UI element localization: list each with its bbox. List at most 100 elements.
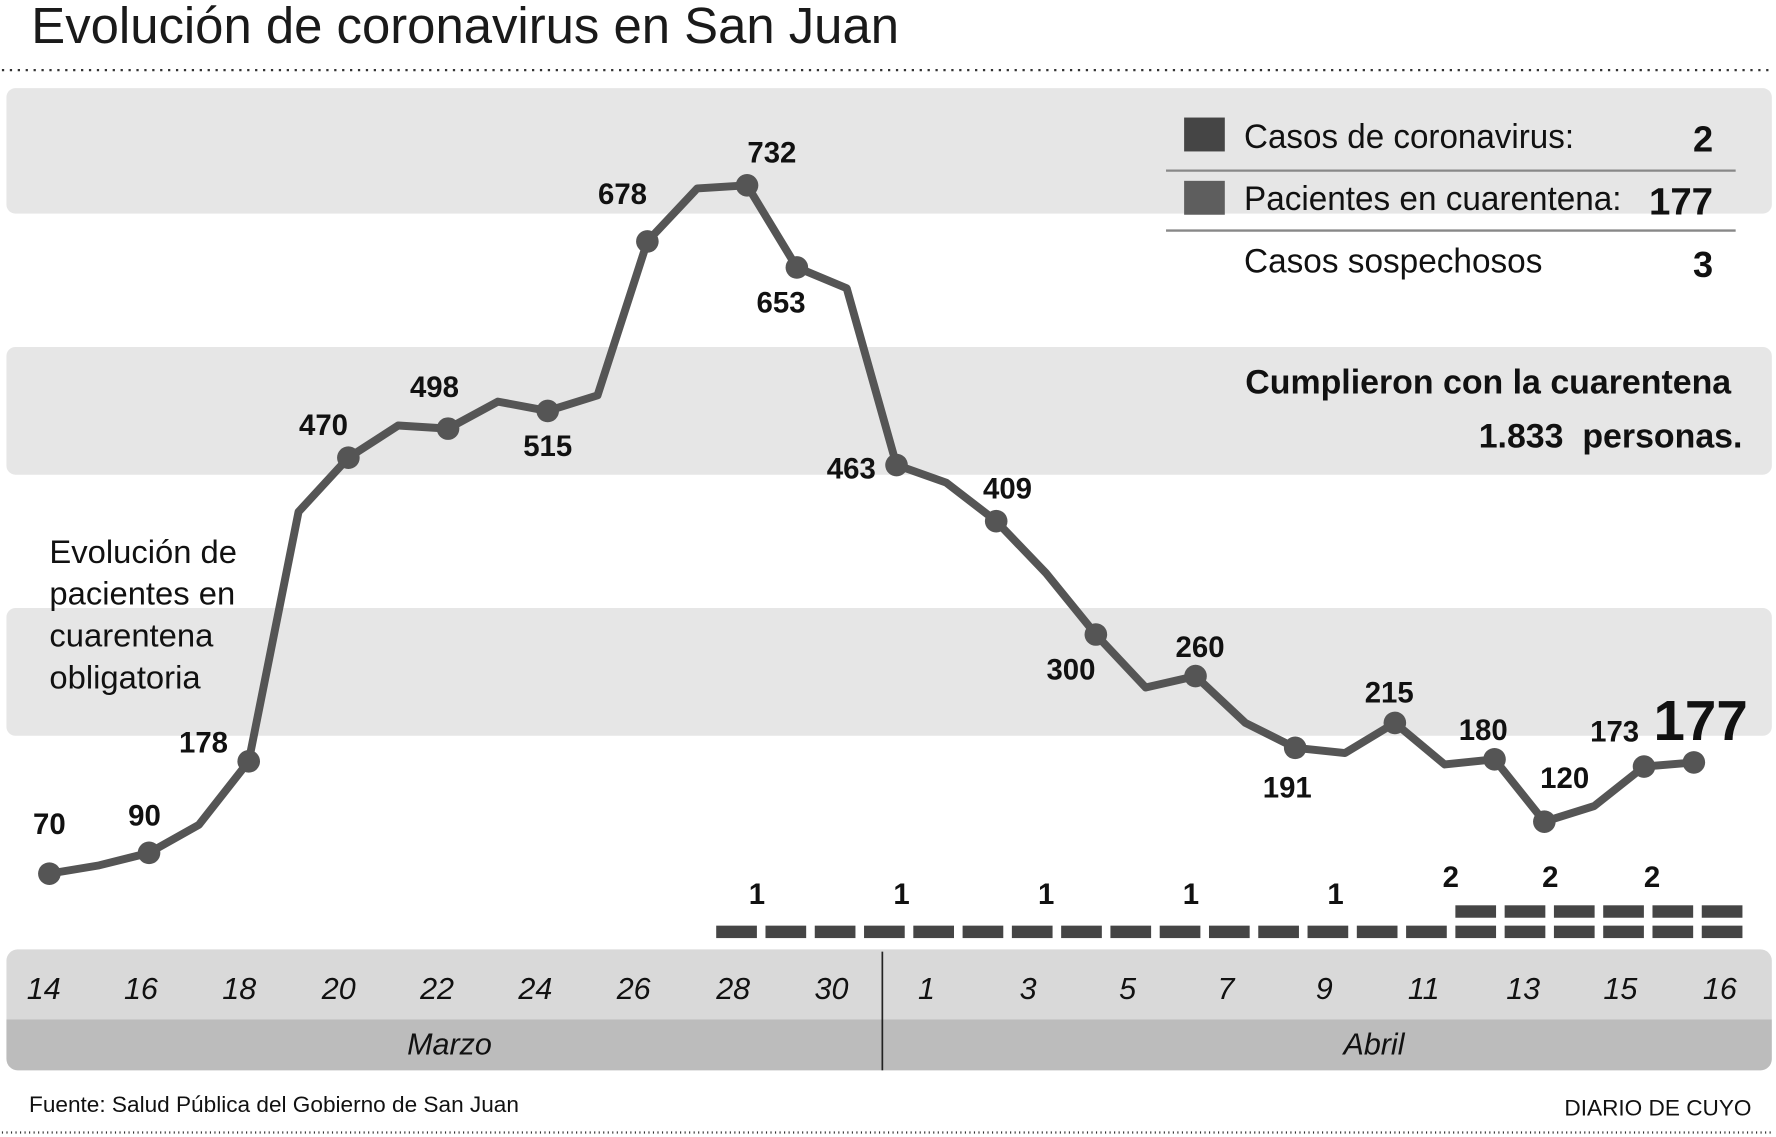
x-tick-label: 1 xyxy=(918,972,935,1006)
case-mark xyxy=(1701,925,1743,939)
x-tick-label: 7 xyxy=(1217,972,1235,1006)
data-label: 180 xyxy=(1459,714,1508,747)
case-label: 1 xyxy=(749,878,765,911)
data-label: 90 xyxy=(128,800,161,833)
case-label: 2 xyxy=(1443,861,1459,894)
case-mark xyxy=(1455,905,1497,918)
x-tick-label: 16 xyxy=(124,972,158,1006)
x-tick-label: 24 xyxy=(517,972,552,1006)
case-label: 1 xyxy=(893,878,909,911)
data-point xyxy=(1682,751,1706,774)
month-label-abril: Abril xyxy=(1341,1027,1405,1061)
x-tick-label: 20 xyxy=(321,972,356,1006)
case-mark xyxy=(716,925,757,939)
case-mark xyxy=(864,925,905,939)
data-point xyxy=(735,174,759,197)
data-point xyxy=(1483,747,1506,771)
case-mark xyxy=(765,925,807,939)
data-point xyxy=(1283,736,1307,760)
case-mark xyxy=(1110,925,1152,939)
case-label: 2 xyxy=(1542,861,1558,894)
case-mark xyxy=(962,925,1004,939)
case-mark xyxy=(1553,905,1595,918)
legend-label: Casos sospechosos xyxy=(1244,242,1542,280)
data-label: 120 xyxy=(1540,762,1589,795)
case-mark xyxy=(1701,905,1743,918)
x-tick-label: 26 xyxy=(616,972,651,1006)
data-point xyxy=(337,446,360,470)
brand-label: DIARIO DE CUYO xyxy=(1564,1096,1751,1121)
data-label: 653 xyxy=(757,287,806,320)
data-point xyxy=(785,256,809,279)
case-mark xyxy=(1061,925,1102,939)
case-mark xyxy=(1652,905,1694,918)
side-note-line: pacientes en xyxy=(49,575,235,612)
data-point xyxy=(137,841,161,865)
x-axis-month-band xyxy=(6,1019,1772,1071)
band xyxy=(6,88,1772,214)
x-tick-label: 18 xyxy=(222,972,256,1006)
case-mark xyxy=(1159,925,1201,939)
data-point xyxy=(1084,623,1108,646)
x-tick-label: 15 xyxy=(1603,972,1638,1006)
cases-series: 1 1 1 1 1 2 2 2 xyxy=(716,861,1743,939)
data-point xyxy=(237,750,261,773)
legend: Casos de coronavirus: 2 Pacientes en cua… xyxy=(1166,117,1736,285)
data-label: 300 xyxy=(1046,654,1095,687)
case-mark xyxy=(1307,925,1349,939)
page-title: Evolución de coronavirus en San Juan xyxy=(31,0,899,54)
case-mark xyxy=(1504,925,1546,939)
data-label: 678 xyxy=(598,178,647,211)
case-mark xyxy=(913,925,955,939)
case-mark xyxy=(1603,905,1644,918)
data-label: 191 xyxy=(1263,772,1312,805)
band xyxy=(6,346,1772,475)
source-note: Fuente: Salud Pública del Gobierno de Sa… xyxy=(29,1092,519,1117)
x-axis-day-band xyxy=(6,949,1772,1020)
case-mark xyxy=(1455,925,1497,939)
case-mark xyxy=(1258,925,1299,939)
data-point xyxy=(436,417,460,440)
data-point xyxy=(38,862,61,885)
data-point xyxy=(1383,711,1407,735)
data-point xyxy=(885,453,908,477)
data-point xyxy=(1184,664,1207,688)
data-label: 498 xyxy=(410,371,459,404)
legend-swatch-quarantine xyxy=(1184,180,1225,215)
month-label-marzo: Marzo xyxy=(407,1027,492,1061)
quarantine-note-line1: Cumplieron con la cuarentena xyxy=(1245,363,1732,401)
quarantine-line xyxy=(48,181,1695,878)
data-label: 463 xyxy=(827,453,876,486)
x-tick-label: 16 xyxy=(1703,972,1737,1006)
x-tick-label: 5 xyxy=(1119,972,1137,1006)
case-mark xyxy=(1356,925,1398,939)
case-mark xyxy=(1553,925,1595,939)
data-label: 260 xyxy=(1176,631,1225,664)
case-mark xyxy=(1603,925,1644,939)
data-point xyxy=(1533,810,1556,833)
x-tick-label: 13 xyxy=(1506,972,1540,1006)
case-mark xyxy=(1208,925,1250,939)
side-note-line: obligatoria xyxy=(49,658,201,695)
x-tick-label: 30 xyxy=(815,972,849,1006)
x-ticks: 14 16 18 20 22 24 26 28 30 1 3 5 7 9 11 13 15 16 xyxy=(27,972,1737,1006)
x-tick-label: 9 xyxy=(1316,972,1333,1006)
side-note-line: Evolución de xyxy=(49,533,237,570)
case-mark xyxy=(1504,905,1546,918)
data-label: 215 xyxy=(1365,677,1414,710)
case-mark xyxy=(1406,925,1447,939)
x-tick-label: 28 xyxy=(715,972,750,1006)
legend-value: 3 xyxy=(1693,244,1713,285)
side-note: Evolución de pacientes en cuarentena obl… xyxy=(49,533,237,695)
data-label: 409 xyxy=(983,473,1032,506)
background-bands xyxy=(6,88,1772,736)
x-tick-label: 14 xyxy=(27,972,61,1006)
x-axis: 14 16 18 20 22 24 26 28 30 1 3 5 7 9 11 13 15 16 Marzo Ab… xyxy=(6,949,1772,1071)
case-mark xyxy=(1011,925,1053,939)
side-note-line: cuarentena xyxy=(49,616,214,653)
data-label: 732 xyxy=(747,137,796,170)
data-label: 173 xyxy=(1590,716,1639,749)
case-label: 1 xyxy=(1038,878,1054,911)
case-mark xyxy=(814,925,856,939)
